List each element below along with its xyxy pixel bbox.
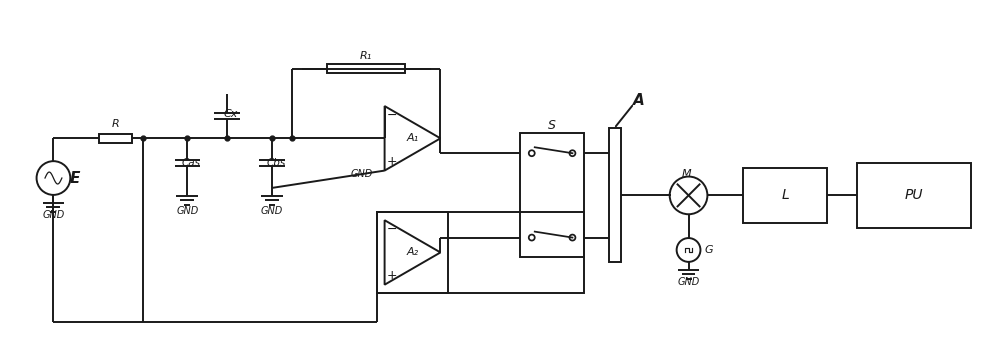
Text: A₂: A₂ [406, 248, 419, 257]
Bar [99, 134, 132, 143]
Bar [377, 212, 448, 293]
Text: GND: GND [176, 206, 199, 216]
Bar [857, 163, 971, 228]
Text: GND: GND [677, 277, 700, 287]
Text: S: S [548, 119, 556, 132]
Text: G: G [704, 245, 713, 255]
Bar [743, 168, 827, 223]
Bar [520, 133, 584, 257]
Text: GND: GND [261, 206, 283, 216]
Text: +: + [386, 155, 397, 168]
Text: −: − [386, 223, 397, 236]
Text: −: − [386, 109, 397, 122]
Bar [609, 129, 621, 262]
Text: A₁: A₁ [406, 133, 419, 143]
Text: M: M [682, 168, 691, 179]
Text: E: E [70, 171, 80, 185]
Text: A: A [633, 93, 645, 108]
Text: Cas: Cas [182, 158, 201, 168]
Text: R: R [112, 119, 119, 130]
Text: Cbs: Cbs [266, 158, 285, 168]
Text: GND: GND [42, 210, 65, 220]
Text: GND: GND [350, 168, 373, 179]
Text: Cx: Cx [224, 109, 238, 119]
Text: R₁: R₁ [360, 51, 372, 61]
Bar [327, 64, 405, 73]
Text: PU: PU [905, 188, 924, 203]
Text: L: L [781, 188, 789, 203]
Bar [377, 212, 584, 293]
Text: +: + [386, 269, 397, 282]
